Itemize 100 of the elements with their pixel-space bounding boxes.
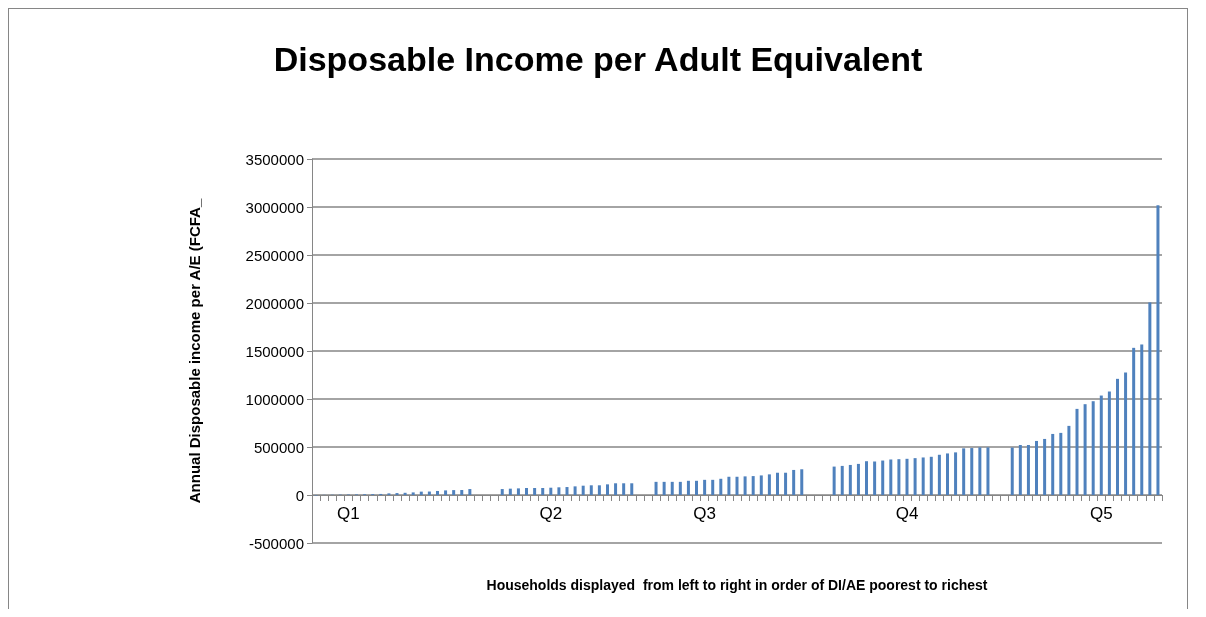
bar xyxy=(419,491,423,495)
bar xyxy=(719,478,723,495)
bar xyxy=(792,469,796,495)
bar xyxy=(913,458,917,495)
bar xyxy=(670,481,674,495)
bar xyxy=(962,448,966,495)
bar xyxy=(1018,444,1022,495)
bar xyxy=(1124,372,1128,495)
bar xyxy=(970,448,974,495)
x-tick-label: Q4 xyxy=(895,504,919,523)
bar xyxy=(654,481,658,495)
bar xyxy=(1083,404,1087,495)
y-axis-title: Annual Disposable income per A/E (FCFA_ xyxy=(186,198,203,504)
bar xyxy=(937,454,941,495)
bar xyxy=(614,483,618,495)
bar xyxy=(1140,344,1144,495)
x-tick-label: Q1 xyxy=(337,504,360,523)
bar xyxy=(581,485,585,495)
bar xyxy=(1156,205,1160,495)
bar xyxy=(986,447,990,495)
bar xyxy=(565,487,569,495)
y-tick-label: -500000 xyxy=(248,534,304,552)
bar xyxy=(945,453,949,495)
bar xyxy=(1148,302,1152,495)
bar xyxy=(954,452,958,495)
bar xyxy=(508,488,512,495)
bar xyxy=(1115,378,1119,495)
bar xyxy=(557,487,561,495)
bar xyxy=(711,479,715,495)
bar xyxy=(865,461,869,495)
bar xyxy=(427,491,431,495)
bar xyxy=(1059,432,1063,495)
bar xyxy=(832,466,836,495)
bar xyxy=(1107,391,1111,495)
bar xyxy=(533,487,537,495)
bar xyxy=(1091,401,1095,495)
bar xyxy=(856,463,860,495)
y-tick-label: 1000000 xyxy=(245,390,304,408)
bar xyxy=(929,456,933,495)
bar xyxy=(630,483,634,495)
bar xyxy=(662,481,666,495)
bar xyxy=(1132,347,1136,495)
bar xyxy=(589,485,593,495)
bar xyxy=(784,472,788,495)
bar xyxy=(703,479,707,495)
bar xyxy=(1075,408,1079,495)
bar xyxy=(1035,440,1039,495)
x-tick-label: Q2 xyxy=(539,504,563,523)
x-tick-label: Q3 xyxy=(693,504,716,523)
bar xyxy=(889,459,893,495)
bar xyxy=(1067,425,1071,495)
bar xyxy=(444,490,448,495)
y-tick-label: 1500000 xyxy=(245,342,304,360)
bar xyxy=(435,490,439,495)
y-tick-label: 2000000 xyxy=(245,294,304,312)
x-tick-label: Q5 xyxy=(1089,504,1113,523)
bar xyxy=(727,476,731,495)
bar xyxy=(500,489,504,495)
bar xyxy=(881,460,885,495)
bar xyxy=(516,488,520,495)
bar xyxy=(767,474,771,495)
bar xyxy=(905,458,909,495)
bar xyxy=(525,487,529,495)
bar xyxy=(759,475,763,495)
bar xyxy=(1026,444,1030,495)
bar xyxy=(573,486,577,495)
y-tick-label: 3000000 xyxy=(245,198,304,216)
y-tick-label: 0 xyxy=(295,486,304,504)
bar xyxy=(452,490,456,495)
bar xyxy=(460,490,464,495)
bar xyxy=(873,461,877,495)
bar xyxy=(800,469,804,495)
bar xyxy=(921,457,925,495)
bar xyxy=(597,485,601,495)
bar xyxy=(743,476,747,495)
bar xyxy=(605,484,609,495)
bar xyxy=(1099,395,1103,495)
bar xyxy=(1051,433,1055,495)
bar xyxy=(978,447,982,495)
y-tick-label: 3500000 xyxy=(245,150,304,168)
chart-title: Disposable Income per Adult Equivalent xyxy=(273,40,923,78)
bar xyxy=(678,481,682,495)
bar xyxy=(751,476,755,495)
bar xyxy=(411,492,415,495)
bar xyxy=(848,464,852,495)
bar xyxy=(735,476,739,495)
bar xyxy=(541,487,545,495)
x-axis-title: Households displayed from left to right in order of DI/AE poorest to richest xyxy=(486,577,988,593)
bar xyxy=(840,465,844,495)
y-tick-label: 500000 xyxy=(253,438,304,456)
bar xyxy=(695,480,699,495)
bar xyxy=(549,487,553,495)
bar xyxy=(468,489,472,495)
bar xyxy=(622,483,626,495)
bar xyxy=(775,472,779,495)
y-tick-label: 2500000 xyxy=(245,246,304,264)
bar xyxy=(1010,447,1014,495)
bar xyxy=(897,459,901,495)
bar xyxy=(686,480,690,495)
bar xyxy=(1043,438,1047,495)
